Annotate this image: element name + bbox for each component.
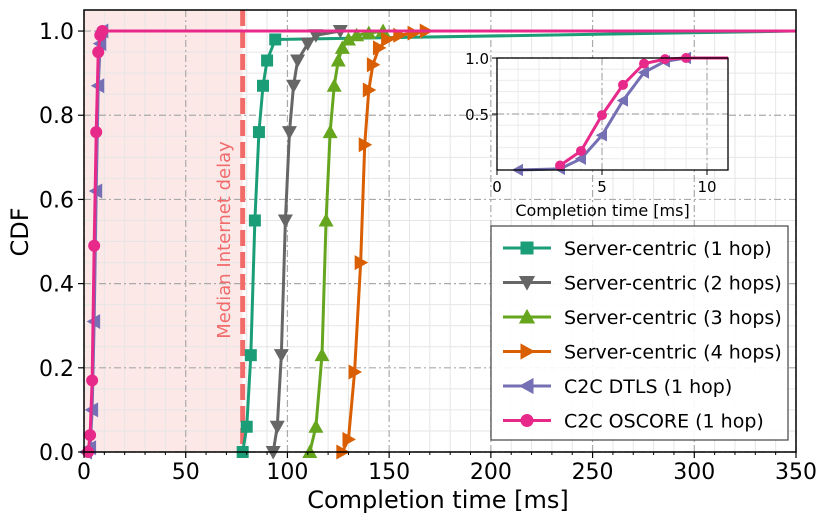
data-point	[252, 126, 265, 139]
series-c2c-oscore-1-hop	[82, 25, 796, 458]
data-point	[322, 124, 338, 139]
data-point	[86, 374, 99, 387]
data-point	[354, 255, 369, 271]
data-point	[240, 420, 253, 433]
inset-x-tick-label: 10	[697, 178, 716, 196]
legend-label: C2C OSCORE (1 hop)	[564, 411, 764, 433]
legend: Server-centric (1 hop) Server-centric (2 …	[490, 225, 789, 441]
inset-data-point	[574, 152, 586, 166]
y-axis-label: CDF	[6, 207, 34, 256]
x-tick-label: 150	[368, 460, 410, 485]
y-tick-label: 0.8	[39, 104, 74, 129]
inset-data-point	[618, 79, 628, 90]
data-point	[326, 78, 342, 92]
y-tick-label: 0.0	[39, 441, 74, 466]
legend-item-c2c-oscore-1-hop: C2C OSCORE (1 hop)	[503, 411, 764, 433]
legend-marker	[518, 308, 536, 324]
data-point	[84, 429, 97, 442]
data-point	[92, 46, 105, 59]
inset-data-point	[595, 129, 607, 142]
data-point	[362, 82, 377, 98]
data-point	[269, 33, 282, 46]
data-point	[366, 57, 381, 73]
x-tick-label: 50	[172, 460, 200, 485]
inset-x-tick-label: 0	[492, 178, 502, 196]
inset-data-point	[616, 94, 628, 107]
legend-marker	[520, 414, 534, 427]
inset-data-point	[555, 160, 565, 171]
y-tick-label: 1.0	[39, 20, 74, 45]
y-tick-label: 0.4	[39, 273, 74, 298]
data-point	[407, 25, 422, 41]
inset-chart: 0 5 10 0.5 1.0 Completion time [ms]	[465, 50, 729, 220]
x-tick-label: 250	[572, 460, 614, 485]
legend-item-server-centric-1-hop: Server-centric (1 hop)	[503, 238, 772, 260]
data-point	[90, 126, 103, 139]
y-tick-label: 0.2	[39, 357, 74, 382]
data-point	[308, 29, 324, 43]
legend-marker	[518, 377, 534, 395]
data-point	[314, 347, 330, 362]
inset-y-tick-label: 0.5	[465, 106, 489, 124]
inset-x-tick-label: 5	[597, 178, 607, 196]
data-point	[277, 214, 293, 228]
legend-label: C2C DTLS (1 hop)	[564, 376, 732, 398]
x-tick-label: 300	[673, 460, 715, 485]
legend-marker	[520, 343, 536, 360]
x-tick-label: 0	[77, 460, 91, 485]
legend-marker	[520, 241, 534, 255]
data-point	[342, 431, 356, 447]
series-server-centric-1-hop	[236, 29, 797, 458]
legend-item-server-centric-3-hops: Server-centric (3 hops)	[503, 307, 782, 329]
data-point	[88, 239, 101, 252]
data-point	[244, 349, 257, 362]
data-point	[348, 364, 363, 380]
inset-x-axis-label: Completion time [ms]	[515, 201, 689, 220]
data-point	[269, 420, 285, 435]
data-point	[340, 31, 356, 46]
data-point	[372, 40, 387, 56]
x-tick-label: 100	[266, 460, 308, 485]
data-point	[330, 53, 346, 67]
x-tick-label: 350	[775, 460, 817, 485]
plot-frame	[83, 9, 797, 453]
inset-data-point	[639, 58, 649, 69]
data-point	[318, 212, 334, 227]
data-point	[349, 27, 365, 42]
data-point	[96, 25, 109, 38]
inset-data-point	[576, 145, 586, 156]
legend-box	[490, 225, 789, 441]
data-point	[358, 137, 373, 153]
median-internet-delay-annotation: Median Internet delay	[214, 141, 235, 339]
data-point	[286, 79, 302, 94]
shaded-region	[84, 10, 243, 452]
inset-data-point	[660, 54, 670, 65]
data-point	[257, 79, 270, 92]
data-point	[308, 419, 324, 433]
data-point	[381, 31, 395, 47]
x-tick-label: 200	[470, 460, 512, 485]
data-point	[261, 54, 274, 67]
legend-label: Server-centric (2 hops)	[564, 273, 782, 295]
x-axis-label: Completion time [ms]	[307, 486, 569, 514]
data-point	[334, 40, 350, 54]
inset-data-point	[597, 110, 607, 121]
data-point	[281, 126, 297, 140]
legend-item-server-centric-2-hops: Server-centric (2 hops)	[503, 273, 782, 295]
inset-y-tick-label: 1.0	[465, 50, 489, 68]
y-tick-label: 0.6	[39, 188, 74, 213]
data-point	[290, 54, 306, 69]
legend-item-server-centric-4-hops: Server-centric (4 hops)	[503, 342, 782, 364]
legend-label: Server-centric (1 hop)	[564, 238, 772, 260]
inset-data-point	[637, 66, 649, 79]
legend-item-c2c-dtls-1-hop: C2C DTLS (1 hop)	[503, 376, 732, 398]
data-point	[248, 214, 261, 227]
legend-marker	[518, 276, 536, 291]
data-point	[300, 37, 316, 52]
legend-label: Server-centric (4 hops)	[564, 342, 782, 364]
data-point	[273, 349, 289, 363]
legend-label: Server-centric (3 hops)	[564, 307, 782, 329]
